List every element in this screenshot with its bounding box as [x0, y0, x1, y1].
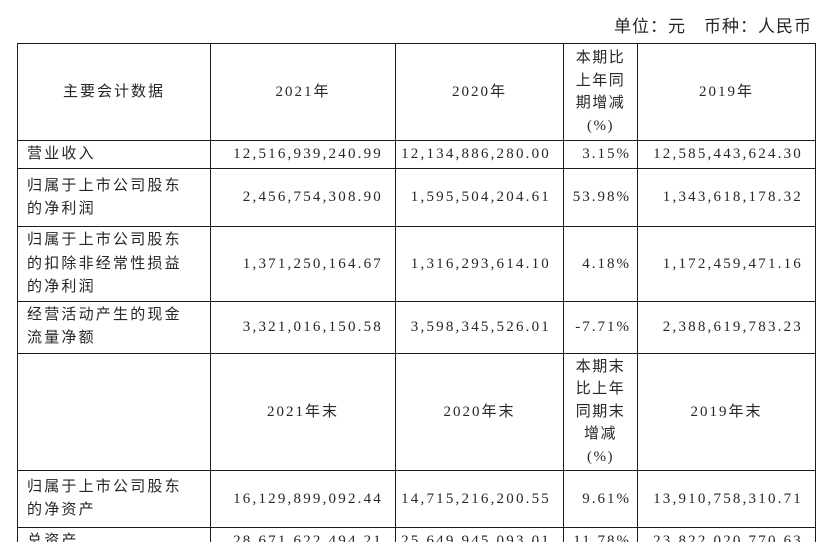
value-change-pct: 53.98% [563, 168, 638, 228]
table-header-period-end: 2021年末 2020年末 本期末比上年同期末增减(%) 2019年末 [17, 352, 816, 471]
header-2020-end: 2020年末 [395, 352, 564, 471]
value-2020: 25,649,945,093.01 [395, 526, 564, 542]
value-2019: 2,388,619,783.23 [637, 301, 816, 354]
header-2020: 2020年 [395, 43, 564, 141]
value-2021: 28,671,622,494.21 [210, 526, 396, 542]
value-2021: 12,516,939,240.99 [210, 139, 396, 170]
value-2019: 12,585,443,624.30 [637, 139, 816, 170]
header-2021: 2021年 [210, 43, 396, 141]
value-2020: 3,598,345,526.01 [395, 301, 564, 354]
value-2021: 2,456,754,308.90 [210, 168, 396, 228]
table-row-net-assets: 归属于上市公司股东的净资产 16,129,899,092.44 14,715,2… [17, 470, 816, 528]
row-label: 归属于上市公司股东的净利润 [17, 168, 211, 228]
value-change-pct: 4.18% [563, 226, 638, 302]
value-2021: 3,321,016,150.58 [210, 301, 396, 354]
value-2021: 16,129,899,092.44 [210, 470, 396, 528]
key-financials-table: 主要会计数据 2021年 2020年 本期比上年同期增减(%) 2019年 营业… [17, 43, 816, 542]
table-row-operating-revenue: 营业收入 12,516,939,240.99 12,134,886,280.00… [17, 139, 816, 170]
value-change-pct: 9.61% [563, 470, 638, 528]
table-row-operating-cash-flow: 经营活动产生的现金流量净额 3,321,016,150.58 3,598,345… [17, 301, 816, 354]
value-2019: 13,910,758,310.71 [637, 470, 816, 528]
header-metric: 主要会计数据 [17, 43, 211, 141]
value-change-pct: 3.15% [563, 139, 638, 170]
row-label: 归属于上市公司股东的扣除非经常性损益的净利润 [17, 226, 211, 302]
table-row-net-profit: 归属于上市公司股东的净利润 2,456,754,308.90 1,595,504… [17, 168, 816, 228]
row-label: 营业收入 [17, 139, 211, 170]
value-change-pct: -7.71% [563, 301, 638, 354]
header-2019-end: 2019年末 [637, 352, 816, 471]
table-header-annual: 主要会计数据 2021年 2020年 本期比上年同期增减(%) 2019年 [17, 43, 816, 141]
value-2020: 1,316,293,614.10 [395, 226, 564, 302]
value-2020: 1,595,504,204.61 [395, 168, 564, 228]
header-change-end-pct: 本期末比上年同期末增减(%) [563, 352, 638, 471]
table-row-total-assets: 总资产 28,671,622,494.21 25,649,945,093.01 … [17, 526, 816, 542]
value-2019: 1,172,459,471.16 [637, 226, 816, 302]
header-2019: 2019年 [637, 43, 816, 141]
table-row-net-profit-excl-nonrecurring: 归属于上市公司股东的扣除非经常性损益的净利润 1,371,250,164.67 … [17, 226, 816, 302]
value-change-pct: 11.78% [563, 526, 638, 542]
value-2020: 14,715,216,200.55 [395, 470, 564, 528]
value-2021: 1,371,250,164.67 [210, 226, 396, 302]
header-2021-end: 2021年末 [210, 352, 396, 471]
unit-currency-note: 单位：元 币种：人民币 [614, 17, 812, 36]
row-label: 归属于上市公司股东的净资产 [17, 470, 211, 528]
header-change-pct: 本期比上年同期增减(%) [563, 43, 638, 141]
value-2019: 1,343,618,178.32 [637, 168, 816, 228]
value-2019: 23,822,020,770.63 [637, 526, 816, 542]
header-metric-empty [17, 352, 211, 471]
row-label: 经营活动产生的现金流量净额 [17, 301, 211, 354]
value-2020: 12,134,886,280.00 [395, 139, 564, 170]
row-label: 总资产 [17, 526, 211, 542]
